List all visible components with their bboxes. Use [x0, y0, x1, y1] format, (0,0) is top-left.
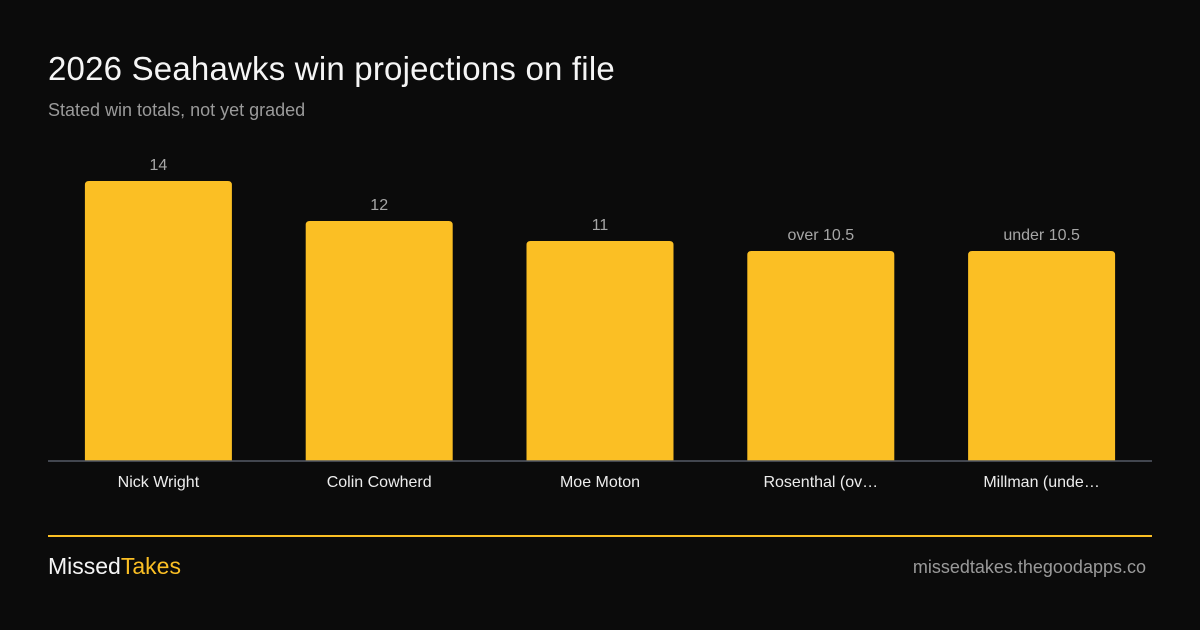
- bar: [84, 181, 232, 461]
- category-label: Millman (unde…: [983, 474, 1099, 491]
- bar: [747, 251, 895, 461]
- brand-name-part2: Takes: [120, 553, 181, 579]
- bar-value-label: under 10.5: [1003, 227, 1080, 244]
- bar: [526, 241, 674, 461]
- bar-value-label: 14: [150, 157, 168, 174]
- category-label: Nick Wright: [118, 474, 200, 491]
- category-label: Rosenthal (ov…: [763, 474, 878, 491]
- footer-divider: [48, 535, 1152, 537]
- bar-value-label: 11: [592, 217, 609, 234]
- bar-value-label: over 10.5: [787, 227, 854, 244]
- website-url: missedtakes.thegoodapps.co: [912, 557, 1146, 577]
- bar: [305, 221, 453, 461]
- category-label: Colin Cowherd: [327, 474, 432, 491]
- category-label: Moe Moton: [560, 474, 640, 491]
- chart-subtitle: Stated win totals, not yet graded: [48, 100, 306, 120]
- brand-name-part1: Missed: [48, 553, 121, 579]
- chart-title: 2026 Seahawks win projections on file: [48, 50, 615, 87]
- bar: [968, 251, 1116, 461]
- bar-value-label: 12: [370, 197, 388, 214]
- brand-logo: MissedTakes: [48, 553, 181, 580]
